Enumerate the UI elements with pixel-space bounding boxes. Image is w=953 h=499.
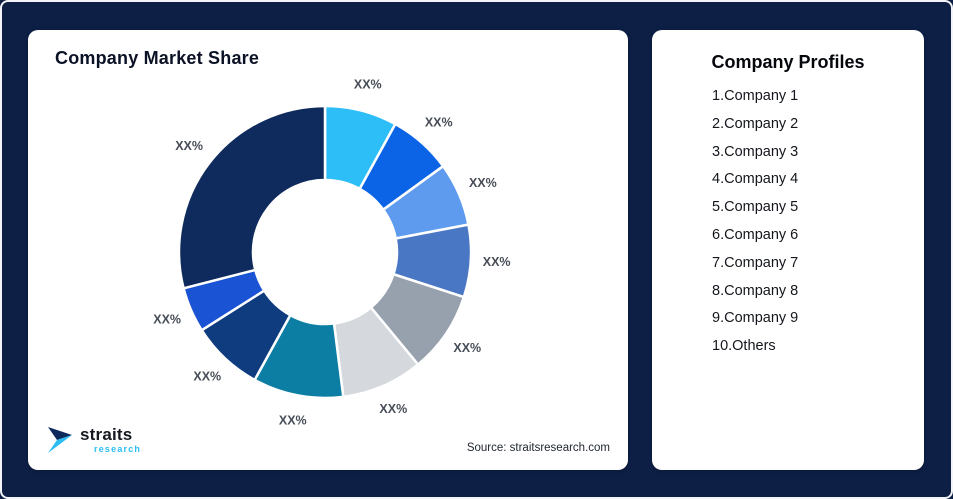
profile-item: 9.Company 9	[712, 310, 799, 327]
straits-logo-icon	[48, 427, 72, 453]
chart-segment-10	[177, 104, 327, 290]
segment-label: XX%	[175, 139, 203, 153]
profile-item: 1.Company 1	[712, 88, 799, 104]
segment-label: XX%	[453, 341, 481, 355]
segment-label: XX%	[354, 78, 382, 92]
market-share-card: Company Market Share XX% XX% XX% XX% XX% XX% X…	[28, 30, 628, 470]
profile-item: 7.Company 7	[712, 254, 799, 271]
segment-label: XX%	[193, 370, 221, 384]
segment-label: XX%	[425, 115, 453, 129]
profile-item: 2.Company 2	[712, 115, 799, 132]
profiles-list: 1.Company 1 2.Company 2 3.Company 3 4.Compa…	[652, 83, 924, 361]
straits-logo-text: straits research	[80, 426, 141, 454]
segment-label: XX%	[279, 413, 307, 427]
source-attribution: Source: straitsresearch.com	[466, 442, 610, 454]
profiles-title: Company Profiles	[711, 52, 865, 72]
profile-item: 3.Company 3	[712, 143, 799, 160]
segment-label: XX%	[483, 255, 511, 269]
profile-item: 10.Others	[712, 338, 776, 355]
company-profiles-card: Company Profiles 1.Company 1 2.Company 2 3…	[652, 30, 924, 470]
segment-label: XX%	[469, 176, 497, 190]
profile-item: 6.Company 6	[712, 226, 799, 243]
chart-title: Company Market Share	[55, 48, 260, 68]
profile-item: 5.Company 5	[712, 199, 799, 216]
profile-item: 8.Company 8	[712, 282, 799, 299]
logo-name: straits	[80, 425, 133, 444]
donut-chart: XX% XX% XX% XX% XX% XX% XX% XX% XX% XX%	[153, 78, 511, 428]
segment-label: XX%	[379, 402, 407, 416]
straits-logo: straits research	[48, 426, 141, 454]
logo-subtitle: research	[94, 444, 142, 454]
profile-item: 4.Company 4	[712, 171, 799, 188]
segment-label: XX%	[153, 313, 181, 327]
